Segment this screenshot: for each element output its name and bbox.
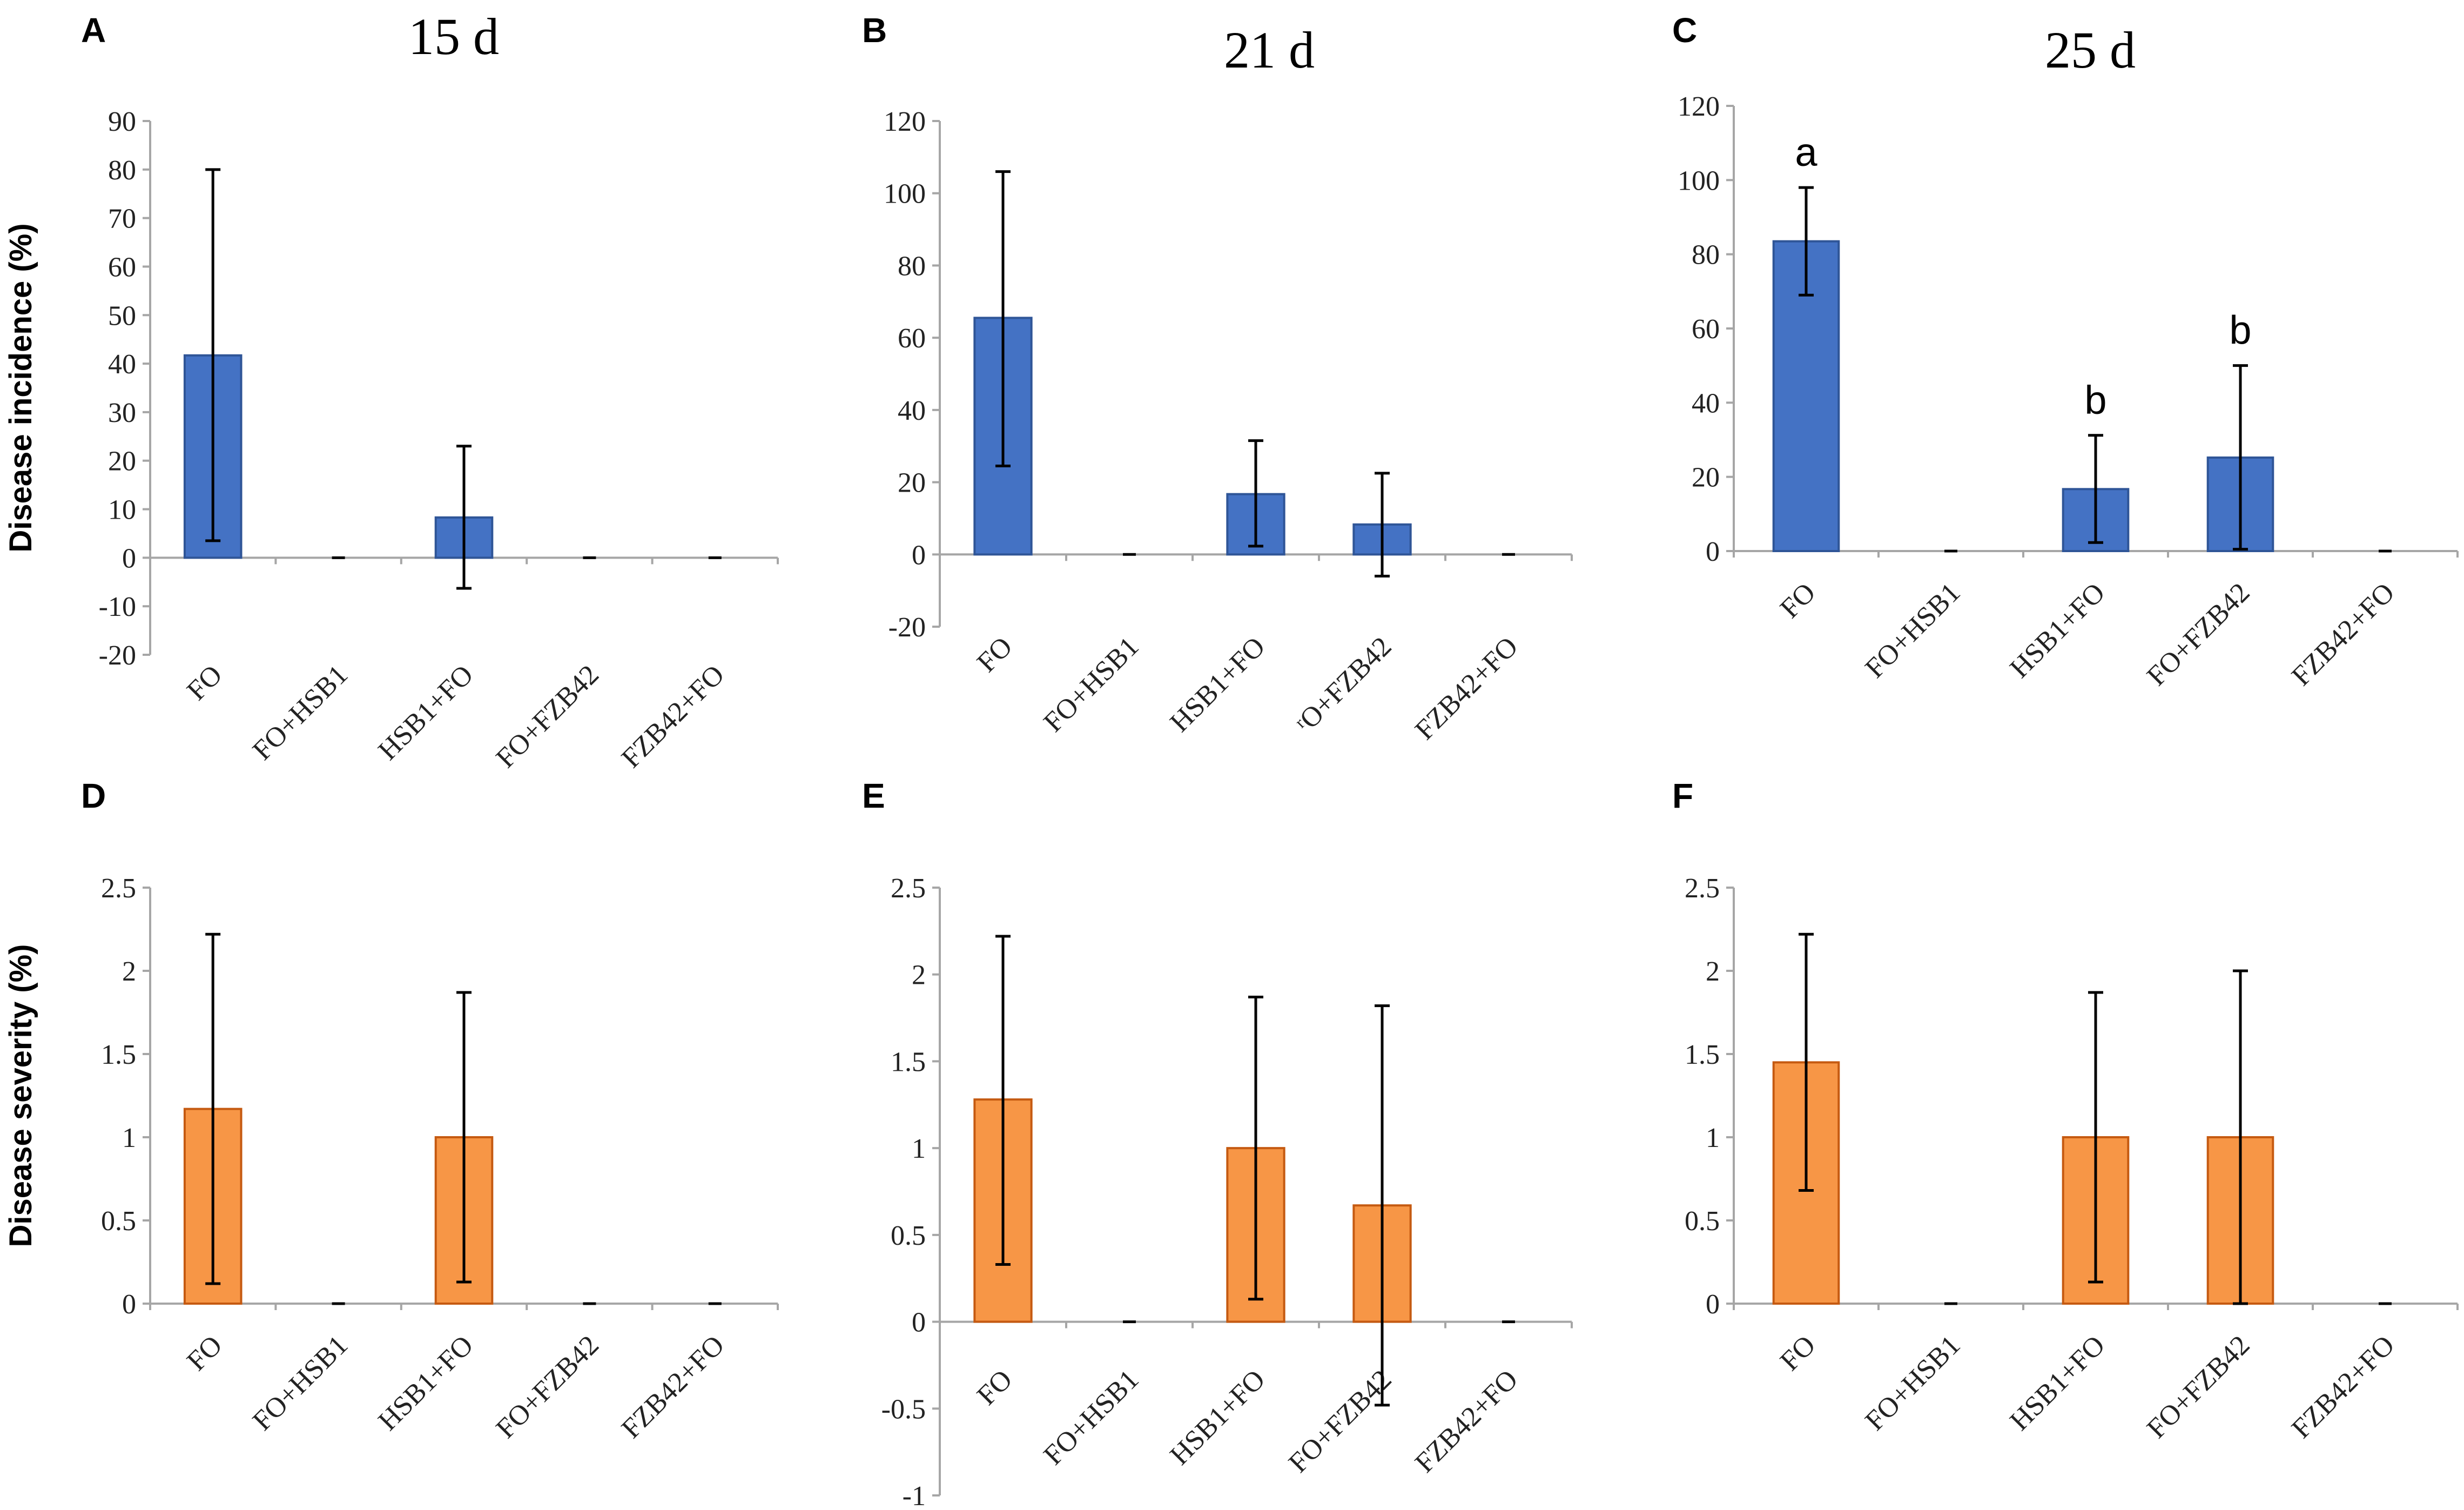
y-tick-label: 1.5 <box>1685 1039 1720 1070</box>
category-label: FO+FZB42 <box>1283 1364 1397 1479</box>
significance-letter: b <box>2084 378 2106 422</box>
category-label: FO+HSB1 <box>1038 1364 1145 1471</box>
category-label: HSB1+FO <box>373 659 480 766</box>
chart-panel-A: A 15 d -20 -10 0 10 20 30 40 50 60 70 80 90 FO FO+HSB1 H… <box>3 8 779 774</box>
y-tick-label: 2.5 <box>101 873 136 904</box>
category-label: FO <box>1774 577 1821 624</box>
panel-title: 21 d <box>1224 21 1315 79</box>
y-tick-label: 40 <box>1692 388 1720 419</box>
chart-panel-F: F 0 0.5 1 1.5 2 2.5 FO FO+HSB1 HSB1+FO FO+FZB42 FZB… <box>1672 776 2459 1444</box>
y-tick-label: 1 <box>122 1123 136 1153</box>
category-label: FO+FZB42 <box>490 1330 605 1444</box>
y-tick-label: -10 <box>99 592 136 622</box>
y-axis-label: Disease incidence (%) <box>3 223 38 552</box>
category-label: HSB1+FO <box>1164 631 1271 738</box>
category-label: FO+HSB1 <box>1038 631 1145 738</box>
y-tick-label: 2.5 <box>1685 873 1720 904</box>
category-label: HSB1+FO <box>1164 1364 1271 1471</box>
y-tick-label: 120 <box>884 106 926 137</box>
y-tick-label: 1.5 <box>101 1039 136 1070</box>
category-label: FO <box>971 631 1018 678</box>
category-label: HSB1+FO <box>2004 577 2111 684</box>
y-tick-label: 1 <box>1706 1123 1720 1153</box>
y-tick-label: 50 <box>108 300 136 331</box>
panel-letter: B <box>862 11 887 50</box>
y-tick-label: 100 <box>1678 165 1720 196</box>
category-label: FO+FZB42 <box>2141 1330 2256 1444</box>
y-tick-label: 0.5 <box>891 1220 926 1251</box>
y-tick-label: -20 <box>99 640 136 671</box>
panel-title: 25 d <box>2045 21 2136 79</box>
category-label: FZB42+FO <box>616 1330 730 1444</box>
chart-panel-C: C 25 d 0 20 40 60 80 100 120 FO FO+HSB1 HSB1+FO FO+F… <box>1672 11 2459 692</box>
y-tick-label: 70 <box>108 204 136 234</box>
y-tick-label: 20 <box>898 468 926 499</box>
y-tick-label: 1 <box>912 1133 926 1164</box>
y-tick-label: 90 <box>108 106 136 137</box>
category-label: FZB42+FO <box>2286 1330 2400 1444</box>
category-label: FZB42+FO <box>1409 631 1524 746</box>
chart-panel-B: B 21 d -20 0 20 40 60 80 100 120 FO FO+HSB1 HSB1+FO ʳ… <box>862 11 1573 746</box>
panel-letter: C <box>1672 11 1697 50</box>
y-tick-label: 20 <box>108 446 136 477</box>
y-tick-label: 60 <box>1692 314 1720 345</box>
y-axis-label: Disease severity (%) <box>3 944 38 1247</box>
y-tick-label: -1 <box>903 1481 926 1510</box>
y-tick-label: 2 <box>1706 956 1720 987</box>
significance-letter: b <box>2229 308 2251 353</box>
y-tick-label: 100 <box>884 179 926 210</box>
y-tick-label: 40 <box>898 395 926 426</box>
y-tick-label: 0.5 <box>101 1206 136 1237</box>
category-label: FO+HSB1 <box>1860 577 1967 684</box>
panel-letter: F <box>1672 776 1693 815</box>
category-label: FO+FZB42 <box>490 659 605 774</box>
panel-letter: E <box>862 776 885 815</box>
y-tick-label: 0 <box>912 540 926 571</box>
y-tick-label: 120 <box>1678 91 1720 122</box>
category-label: FZB42+FO <box>616 659 730 774</box>
category-label: FO+FZB42 <box>2141 577 2256 692</box>
y-tick-label: 80 <box>898 251 926 281</box>
panel-title: 15 d <box>408 8 499 65</box>
category-label: FO <box>1774 1330 1821 1377</box>
y-tick-label: 80 <box>108 155 136 186</box>
y-tick-label: 2.5 <box>891 873 926 904</box>
y-tick-label: 0 <box>122 543 136 574</box>
y-tick-label: 0.5 <box>1685 1206 1720 1237</box>
category-label: FZB42+FO <box>2286 577 2400 692</box>
panel-letter: D <box>81 776 106 815</box>
y-tick-label: 2 <box>912 960 926 991</box>
category-label: HSB1+FO <box>2004 1330 2111 1437</box>
category-label: FO+HSB1 <box>1860 1330 1967 1437</box>
y-tick-label: 60 <box>108 252 136 283</box>
category-label: FZB42+FO <box>1409 1364 1524 1479</box>
chart-panel-D: D 0 0.5 1 1.5 2 2.5 FO FO+HSB1 HSB1+FO FO+FZB42 FZB… <box>3 776 779 1444</box>
y-tick-label: -20 <box>888 612 926 643</box>
y-tick-label: 1.5 <box>891 1046 926 1077</box>
category-label: FO <box>971 1364 1018 1411</box>
y-tick-label: 60 <box>898 323 926 354</box>
y-tick-label: 30 <box>108 398 136 428</box>
y-tick-label: 0 <box>1706 1289 1720 1320</box>
panel-letter: A <box>81 11 106 50</box>
chart-panel-E: E -1 -0.5 0 0.5 1 1.5 2 2.5 FO FO+HSB1 HSB1+FO FO+FZ… <box>862 776 1573 1510</box>
category-label: ʳO+FZB42 <box>1290 631 1398 739</box>
category-label: FO+HSB1 <box>247 659 354 766</box>
category-label: HSB1+FO <box>373 1330 480 1437</box>
y-tick-label: 20 <box>1692 462 1720 493</box>
category-label: FO <box>181 659 228 706</box>
y-tick-label: 0 <box>912 1307 926 1338</box>
significance-letter: a <box>1795 130 1817 175</box>
category-label: FO <box>181 1330 228 1377</box>
y-tick-label: 0 <box>122 1289 136 1320</box>
y-tick-label: -0.5 <box>881 1394 926 1425</box>
y-tick-label: 80 <box>1692 240 1720 271</box>
y-tick-label: 2 <box>122 956 136 987</box>
category-label: FO+HSB1 <box>247 1330 354 1437</box>
y-tick-label: 0 <box>1706 536 1720 567</box>
y-tick-label: 10 <box>108 495 136 526</box>
y-tick-label: 40 <box>108 349 136 380</box>
